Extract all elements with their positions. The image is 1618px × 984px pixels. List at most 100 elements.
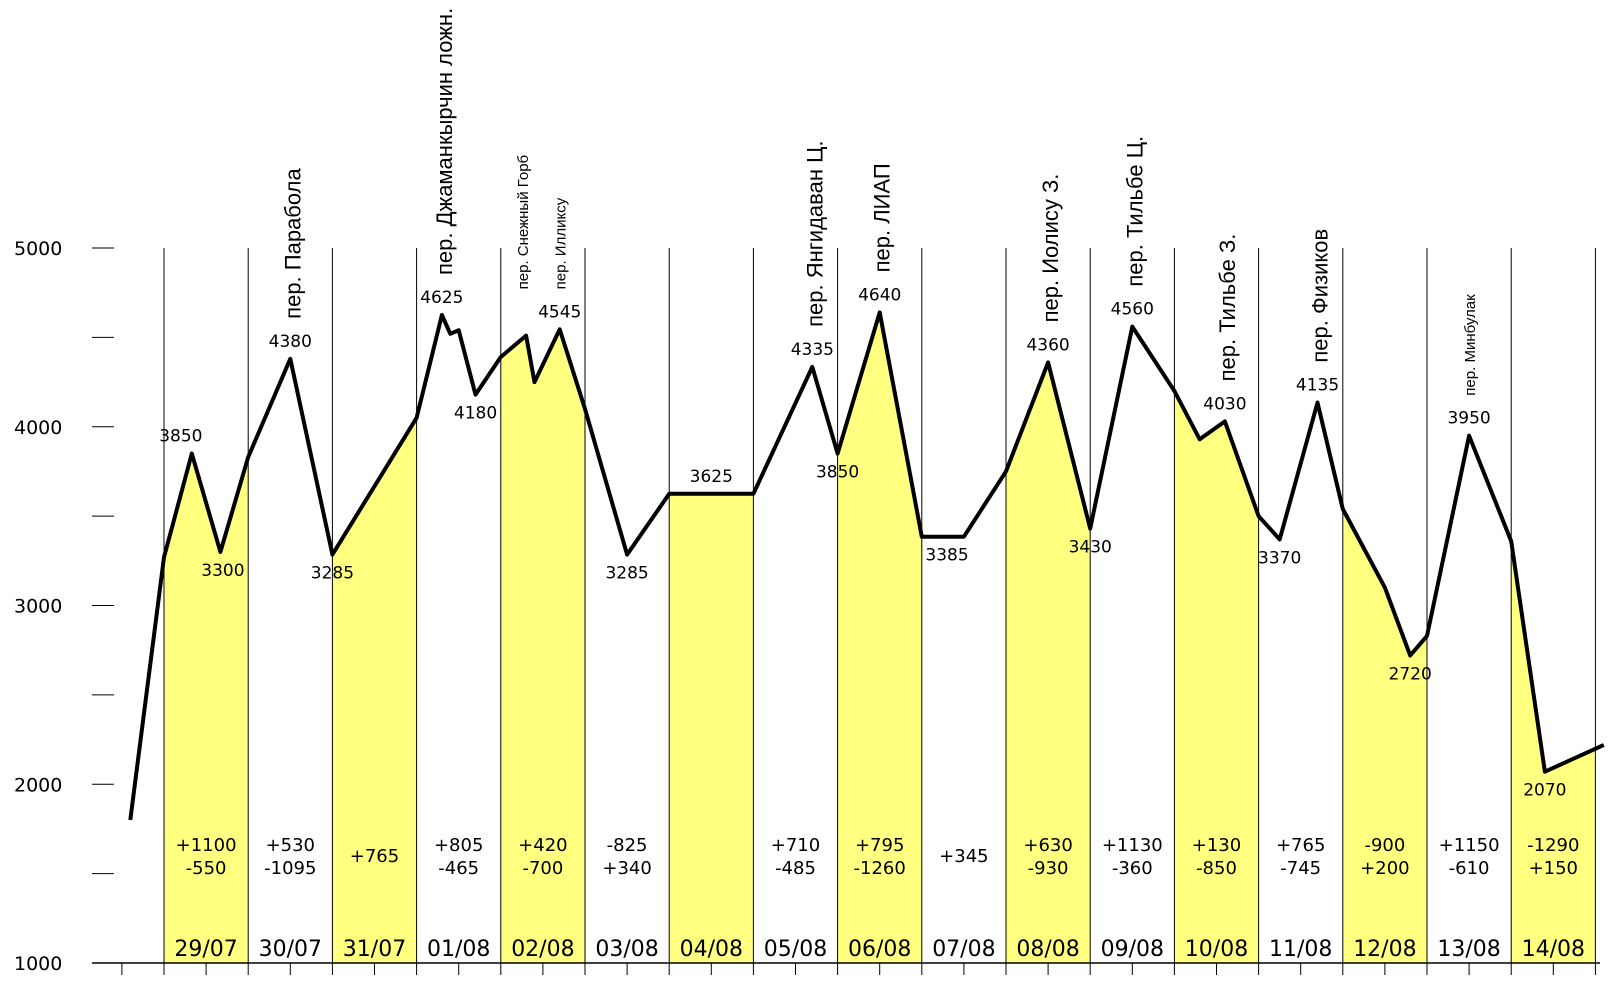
date-label: 03/08 bbox=[595, 937, 658, 962]
pass-label: пер. Парабола bbox=[280, 168, 305, 319]
delta-label: +420 bbox=[518, 835, 567, 856]
date-label: 31/07 bbox=[343, 937, 406, 962]
delta-label: -1260 bbox=[854, 858, 906, 879]
elevation-label: 2070 bbox=[1523, 781, 1566, 801]
elevation-label: 3625 bbox=[690, 467, 733, 487]
delta-label: +530 bbox=[266, 835, 315, 856]
day-dividers bbox=[163, 248, 1596, 963]
date-label: 07/08 bbox=[932, 937, 995, 962]
elevation-label: 3850 bbox=[159, 427, 202, 447]
delta-label: +150 bbox=[1529, 858, 1578, 879]
date-label: 06/08 bbox=[848, 937, 911, 962]
date-label: 10/08 bbox=[1185, 937, 1248, 962]
elevation-label: 3850 bbox=[816, 463, 859, 483]
elevation-labels: 3850 3300 4380 3285 4625 4180 4545 3285 3625 4335… bbox=[159, 285, 1566, 800]
date-label: 04/08 bbox=[680, 937, 743, 962]
delta-label: -900 bbox=[1364, 835, 1405, 856]
date-labels: 29/07 30/07 31/07 01/08 02/08 03/08 04/08 05/08… bbox=[174, 937, 1585, 962]
y-tick-label: 2000 bbox=[14, 774, 62, 796]
y-tick-label: 3000 bbox=[14, 596, 62, 618]
delta-label: -700 bbox=[522, 858, 563, 879]
pass-label: пер. Иолису З. bbox=[1038, 174, 1063, 323]
delta-label: +765 bbox=[1276, 835, 1325, 856]
date-label: 02/08 bbox=[511, 937, 574, 962]
elevation-label: 4335 bbox=[791, 340, 834, 360]
elevation-label: 4030 bbox=[1203, 394, 1246, 414]
elevation-label: 3430 bbox=[1069, 538, 1112, 558]
y-tick-label: 1000 bbox=[14, 953, 62, 975]
elevation-label: 4135 bbox=[1296, 376, 1339, 396]
elevation-line bbox=[128, 310, 1605, 821]
date-label: 29/07 bbox=[174, 937, 237, 962]
date-label: 13/08 bbox=[1437, 937, 1500, 962]
day-fill-12/08 bbox=[1342, 509, 1427, 963]
elevation-label: 2720 bbox=[1389, 665, 1432, 685]
date-label: 12/08 bbox=[1353, 937, 1416, 962]
delta-label: -930 bbox=[1028, 858, 1069, 879]
delta-label: +795 bbox=[855, 835, 904, 856]
date-label: 05/08 bbox=[764, 937, 827, 962]
delta-label: -550 bbox=[186, 858, 227, 879]
delta-label: +1150 bbox=[1439, 835, 1500, 856]
elevation-label: 4625 bbox=[420, 288, 463, 308]
pass-label: пер. Тильбе З. bbox=[1215, 234, 1240, 382]
delta-label: -745 bbox=[1280, 858, 1321, 879]
elevation-label: 3370 bbox=[1258, 548, 1301, 568]
pass-label: пер. Джаманкырчин ложн. bbox=[432, 8, 457, 275]
day-fill-29/07 bbox=[164, 453, 249, 963]
elevation-label: 4380 bbox=[269, 332, 312, 352]
elevation-label: 3950 bbox=[1447, 409, 1490, 429]
delta-label: -465 bbox=[438, 858, 479, 879]
date-label: 09/08 bbox=[1101, 937, 1164, 962]
elevation-label: 4180 bbox=[454, 404, 497, 424]
elevation-label: 4360 bbox=[1026, 335, 1069, 355]
date-label: 08/08 bbox=[1016, 937, 1079, 962]
elevation-label: 4560 bbox=[1111, 300, 1154, 320]
pass-labels: пер. Парабола пер. Джаманкырчин ложн. пер.… bbox=[280, 8, 1479, 396]
y-axis: 1000 2000 3000 4000 5000 bbox=[14, 238, 1600, 975]
highlighted-day-fills bbox=[164, 312, 1596, 963]
day-fill-04/08 bbox=[669, 493, 754, 963]
delta-label: +1130 bbox=[1102, 835, 1163, 856]
elevation-polyline bbox=[128, 310, 1605, 821]
daily-gain-loss-labels: +1100-550 +530-1095 +765 +805-465 +420-700 -8… bbox=[176, 835, 1580, 879]
delta-label: +200 bbox=[1360, 858, 1409, 879]
y-tick-label: 4000 bbox=[14, 417, 62, 439]
delta-label: -825 bbox=[607, 835, 648, 856]
delta-label: -610 bbox=[1449, 858, 1490, 879]
delta-label: +630 bbox=[1023, 835, 1072, 856]
pass-label: пер. Физиков bbox=[1308, 229, 1333, 363]
elevation-label: 3385 bbox=[925, 546, 968, 566]
date-label: 30/07 bbox=[259, 937, 322, 962]
elevation-label: 4640 bbox=[858, 285, 901, 305]
pass-label: пер. ЛИАП bbox=[870, 163, 895, 272]
day-fill-02/08 bbox=[500, 329, 585, 963]
day-fill-31/07 bbox=[332, 417, 417, 963]
delta-label: -485 bbox=[775, 858, 816, 879]
delta-label: +805 bbox=[434, 835, 483, 856]
day-fill-06/08 bbox=[837, 312, 922, 963]
pass-label: пер. Илликсу bbox=[553, 197, 570, 289]
day-fill-08/08 bbox=[1006, 362, 1091, 963]
y-tick-label: 5000 bbox=[14, 238, 62, 260]
delta-label: +340 bbox=[602, 858, 651, 879]
delta-label: +130 bbox=[1192, 835, 1241, 856]
pass-label: пер. Минбулак bbox=[1462, 294, 1479, 396]
elevation-label: 3300 bbox=[201, 561, 244, 581]
elevation-label: 3285 bbox=[605, 564, 648, 584]
elevation-label: 4545 bbox=[538, 302, 581, 322]
delta-label: -850 bbox=[1196, 858, 1237, 879]
delta-label: +765 bbox=[350, 846, 399, 867]
pass-label: пер. Янгидаван Ц. bbox=[802, 141, 827, 327]
delta-label: +710 bbox=[771, 835, 820, 856]
date-label: 01/08 bbox=[427, 937, 490, 962]
date-label: 14/08 bbox=[1522, 937, 1585, 962]
delta-label: -360 bbox=[1112, 858, 1153, 879]
delta-label: -1290 bbox=[1527, 835, 1579, 856]
day-fill-10/08 bbox=[1174, 391, 1259, 963]
elevation-label: 3285 bbox=[311, 564, 354, 584]
delta-label: +345 bbox=[939, 846, 988, 867]
day-fill-14/08 bbox=[1511, 541, 1596, 963]
date-label: 11/08 bbox=[1269, 937, 1332, 962]
